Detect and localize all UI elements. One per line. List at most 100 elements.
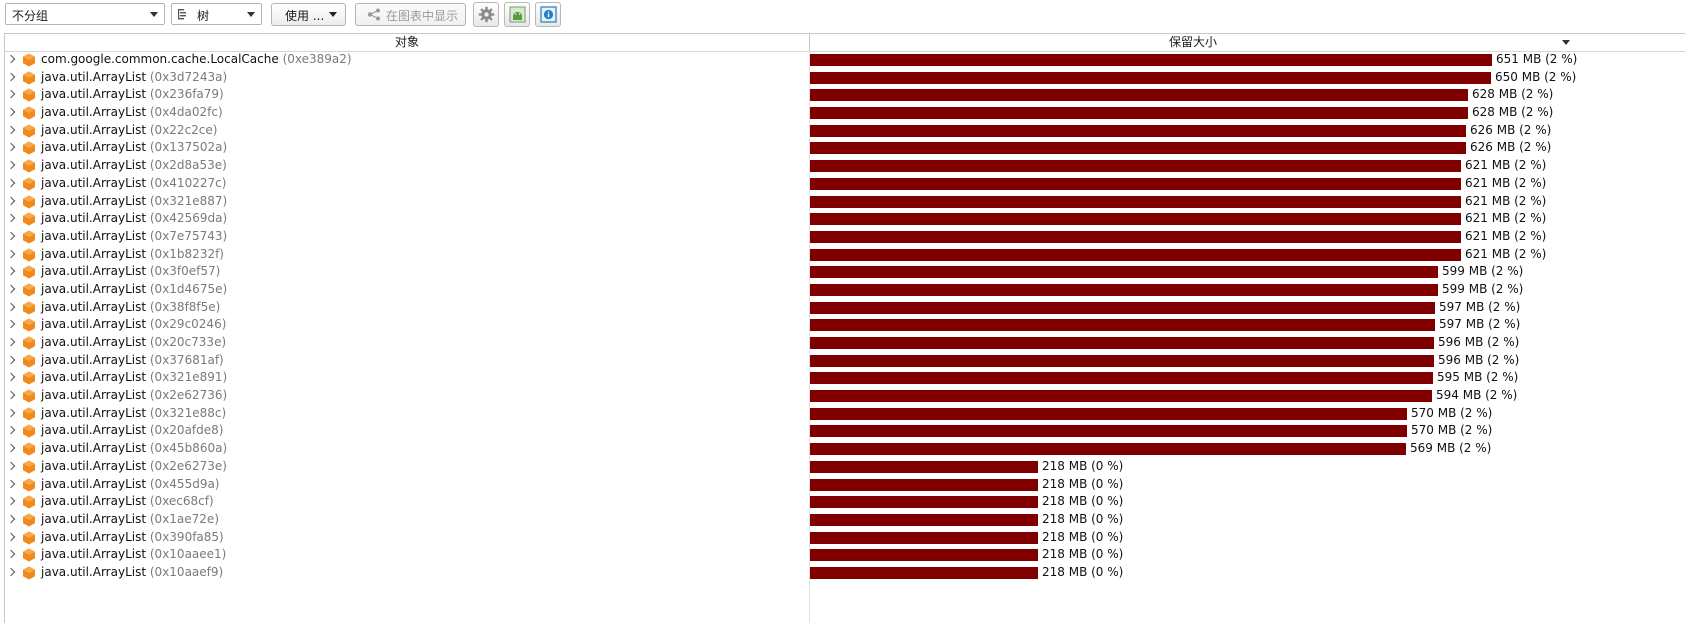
object-address: (0x20afde8) bbox=[149, 423, 224, 438]
object-icon bbox=[23, 177, 35, 191]
chevron-right-icon[interactable] bbox=[6, 231, 16, 241]
chevron-right-icon[interactable] bbox=[6, 160, 16, 170]
chevron-right-icon[interactable] bbox=[6, 514, 16, 524]
retained-size-value: 218 MB (0 %) bbox=[1042, 529, 1124, 544]
table-row[interactable]: java.util.ArrayList (0x1b8232f) 621 MB (2… bbox=[5, 246, 1685, 264]
table-row[interactable]: java.util.ArrayList (0x321e891) 595 MB (2… bbox=[5, 369, 1685, 387]
table-row[interactable]: java.util.ArrayList (0x20c733e) 596 MB (2… bbox=[5, 334, 1685, 352]
show-in-graph-label: 在图表中显示 bbox=[386, 9, 459, 23]
table-row[interactable]: java.util.ArrayList (0x22c2ce) 626 MB (2 … bbox=[5, 122, 1685, 140]
table-row[interactable]: java.util.ArrayList (0x137502a) 626 MB (2… bbox=[5, 139, 1685, 157]
chevron-right-icon[interactable] bbox=[6, 143, 16, 152]
table-row[interactable]: java.util.ArrayList (0x321e88c) 570 MB (2… bbox=[5, 405, 1685, 423]
column-divider[interactable] bbox=[809, 34, 810, 51]
table-row[interactable]: java.util.ArrayList (0x236fa79) 628 MB (2… bbox=[5, 86, 1685, 104]
table-row[interactable]: java.util.ArrayList (0x20afde8) 570 MB (2… bbox=[5, 422, 1685, 440]
table-row[interactable]: java.util.ArrayList (0x10aaee1) 218 MB (0… bbox=[5, 546, 1685, 564]
chevron-right-icon[interactable] bbox=[6, 461, 16, 471]
chevron-right-icon[interactable] bbox=[6, 90, 16, 99]
table-row[interactable]: java.util.ArrayList (0xec68cf) 218 MB (0 … bbox=[5, 493, 1685, 511]
usage-button[interactable]: 使用 ... bbox=[271, 3, 346, 26]
chevron-right-icon[interactable] bbox=[6, 302, 16, 311]
chevron-right-icon[interactable] bbox=[6, 284, 16, 294]
table-row[interactable]: java.util.ArrayList (0x45b860a) 569 MB (2… bbox=[5, 440, 1685, 458]
chevron-right-icon[interactable] bbox=[6, 390, 16, 400]
object-icon bbox=[23, 248, 35, 262]
chevron-right-icon[interactable] bbox=[6, 267, 16, 276]
object-icon bbox=[23, 424, 35, 438]
chevron-right-icon[interactable] bbox=[6, 567, 16, 577]
table-row[interactable]: java.util.ArrayList (0x1d4675e) 599 MB (2… bbox=[5, 281, 1685, 299]
chevron-right-icon[interactable] bbox=[6, 213, 16, 223]
object-icon bbox=[23, 124, 35, 138]
table-row[interactable]: java.util.ArrayList (0x455d9a) 218 MB (0 … bbox=[5, 476, 1685, 494]
object-class-name: java.util.ArrayList (0x2e62736) bbox=[41, 388, 227, 402]
retained-size-value: 621 MB (2 %) bbox=[1465, 246, 1547, 261]
view-select[interactable]: 树 bbox=[171, 3, 262, 25]
table-row[interactable]: java.util.ArrayList (0x2d8a53e) 621 MB (2… bbox=[5, 157, 1685, 175]
table-header: 对象 保留大小 bbox=[5, 34, 1685, 52]
object-icon bbox=[23, 265, 35, 279]
chevron-right-icon[interactable] bbox=[6, 550, 16, 559]
show-in-graph-button[interactable]: 在图表中显示 bbox=[355, 3, 466, 26]
chevron-right-icon[interactable] bbox=[6, 54, 16, 64]
chevron-right-icon[interactable] bbox=[6, 107, 16, 117]
table-row[interactable]: java.util.ArrayList (0x321e887) 621 MB (2… bbox=[5, 193, 1685, 211]
retained-size-value: 628 MB (2 %) bbox=[1472, 87, 1554, 102]
info-button[interactable] bbox=[535, 2, 561, 27]
chevron-right-icon[interactable] bbox=[6, 496, 16, 506]
table-row[interactable]: java.util.ArrayList (0x2e62736) 594 MB (2… bbox=[5, 387, 1685, 405]
chevron-right-icon[interactable] bbox=[6, 355, 16, 364]
table-row[interactable]: java.util.ArrayList (0x390fa85) 218 MB (0… bbox=[5, 529, 1685, 547]
table-row[interactable]: java.util.ArrayList (0x4da02fc) 628 MB (2… bbox=[5, 104, 1685, 122]
chevron-right-icon[interactable] bbox=[6, 125, 16, 134]
chevron-right-icon[interactable] bbox=[6, 178, 16, 188]
class-name-text: java.util.ArrayList bbox=[41, 476, 147, 491]
android-icon bbox=[509, 6, 526, 23]
chevron-right-icon[interactable] bbox=[6, 532, 16, 541]
chevron-right-icon[interactable] bbox=[6, 443, 16, 453]
chevron-right-icon[interactable] bbox=[6, 320, 16, 329]
object-icon bbox=[23, 531, 35, 545]
chevron-right-icon[interactable] bbox=[6, 196, 16, 205]
chevron-right-icon[interactable] bbox=[6, 72, 16, 81]
object-icon bbox=[23, 53, 35, 67]
column-header-retained-size[interactable]: 保留大小 bbox=[1168, 35, 1217, 49]
android-button[interactable] bbox=[504, 2, 530, 27]
table-row[interactable]: java.util.ArrayList (0x7e75743) 621 MB (2… bbox=[5, 228, 1685, 246]
table-row[interactable]: java.util.ArrayList (0x410227c) 621 MB (2… bbox=[5, 175, 1685, 193]
grouping-select[interactable]: 不分组 bbox=[5, 3, 165, 25]
table-row[interactable]: java.util.ArrayList (0x29c0246) 597 MB (2… bbox=[5, 316, 1685, 334]
object-class-name: java.util.ArrayList (0x38f8f5e) bbox=[41, 300, 220, 314]
chevron-right-icon[interactable] bbox=[6, 479, 16, 488]
retained-size-value: 596 MB (2 %) bbox=[1438, 335, 1520, 349]
table-row[interactable]: java.util.ArrayList (0x3d7243a) 650 MB (2… bbox=[5, 69, 1685, 87]
toolbar: 不分组 树 使用 ... 在图表中显示 bbox=[0, 0, 1685, 31]
object-address: (0x42569da) bbox=[149, 211, 228, 226]
chevron-right-icon[interactable] bbox=[6, 408, 16, 417]
object-address: (0x1ae72e) bbox=[149, 511, 219, 526]
settings-button[interactable] bbox=[473, 2, 499, 27]
table-row[interactable]: java.util.ArrayList (0x3f0ef57) 599 MB (2… bbox=[5, 263, 1685, 281]
sort-descending-icon[interactable] bbox=[1562, 40, 1570, 45]
table-row[interactable]: java.util.ArrayList (0x38f8f5e) 597 MB (2… bbox=[5, 299, 1685, 317]
class-name-text: java.util.ArrayList bbox=[41, 281, 147, 296]
retained-size-value: 651 MB (2 %) bbox=[1496, 52, 1578, 66]
chevron-right-icon[interactable] bbox=[6, 249, 16, 258]
table-row[interactable]: java.util.ArrayList (0x2e6273e) 218 MB (0… bbox=[5, 458, 1685, 476]
chevron-right-icon[interactable] bbox=[6, 426, 16, 435]
table-row[interactable]: java.util.ArrayList (0x42569da) 621 MB (2… bbox=[5, 210, 1685, 228]
table-row[interactable]: com.google.common.cache.LocalCache (0xe3… bbox=[5, 51, 1685, 69]
object-class-name: java.util.ArrayList (0x3d7243a) bbox=[41, 70, 227, 84]
retained-size-value: 218 MB (0 %) bbox=[1042, 564, 1124, 579]
class-name-text: java.util.ArrayList bbox=[41, 370, 147, 385]
chevron-right-icon[interactable] bbox=[6, 373, 16, 382]
chevron-right-icon[interactable] bbox=[6, 337, 16, 347]
column-header-object[interactable]: 对象 bbox=[394, 35, 419, 49]
retained-size-value: 626 MB (2 %) bbox=[1470, 140, 1552, 155]
retained-size-bar bbox=[810, 89, 1468, 102]
retained-size-table: 对象 保留大小 com.google.common.cache.LocalCac… bbox=[4, 33, 1685, 623]
table-row[interactable]: java.util.ArrayList (0x37681af) 596 MB (2… bbox=[5, 352, 1685, 370]
table-row[interactable]: java.util.ArrayList (0x1ae72e) 218 MB (0 … bbox=[5, 511, 1685, 529]
table-row[interactable]: java.util.ArrayList (0x10aaef9) 218 MB (0… bbox=[5, 564, 1685, 582]
